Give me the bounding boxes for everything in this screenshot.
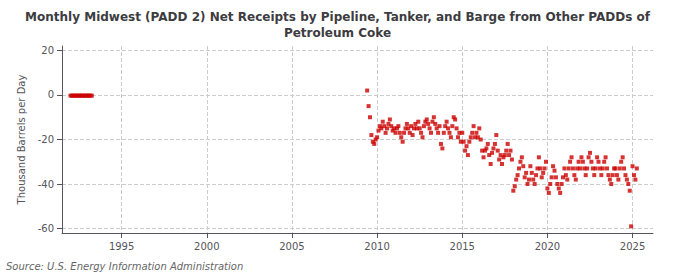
svg-text:0: 0	[48, 89, 54, 100]
svg-text:-60: -60	[38, 223, 54, 234]
svg-text:2020: 2020	[535, 241, 560, 252]
svg-text:2005: 2005	[279, 241, 304, 252]
svg-text:2025: 2025	[620, 241, 645, 252]
svg-text:Monthly Midwest (PADD 2) Net R: Monthly Midwest (PADD 2) Net Receipts by…	[25, 10, 651, 24]
svg-text:Thousand Barrels per Day: Thousand Barrels per Day	[16, 75, 27, 206]
svg-text:-20: -20	[38, 134, 54, 145]
svg-text:1995: 1995	[109, 241, 134, 252]
svg-text:Source: U.S. Energy Informatio: Source: U.S. Energy Information Administ…	[6, 261, 243, 272]
svg-text:-40: -40	[38, 179, 54, 190]
svg-text:Petroleum Coke: Petroleum Coke	[284, 26, 391, 40]
svg-text:2015: 2015	[450, 241, 475, 252]
svg-text:20: 20	[41, 45, 54, 56]
svg-text:2010: 2010	[364, 241, 389, 252]
svg-text:2000: 2000	[194, 241, 219, 252]
